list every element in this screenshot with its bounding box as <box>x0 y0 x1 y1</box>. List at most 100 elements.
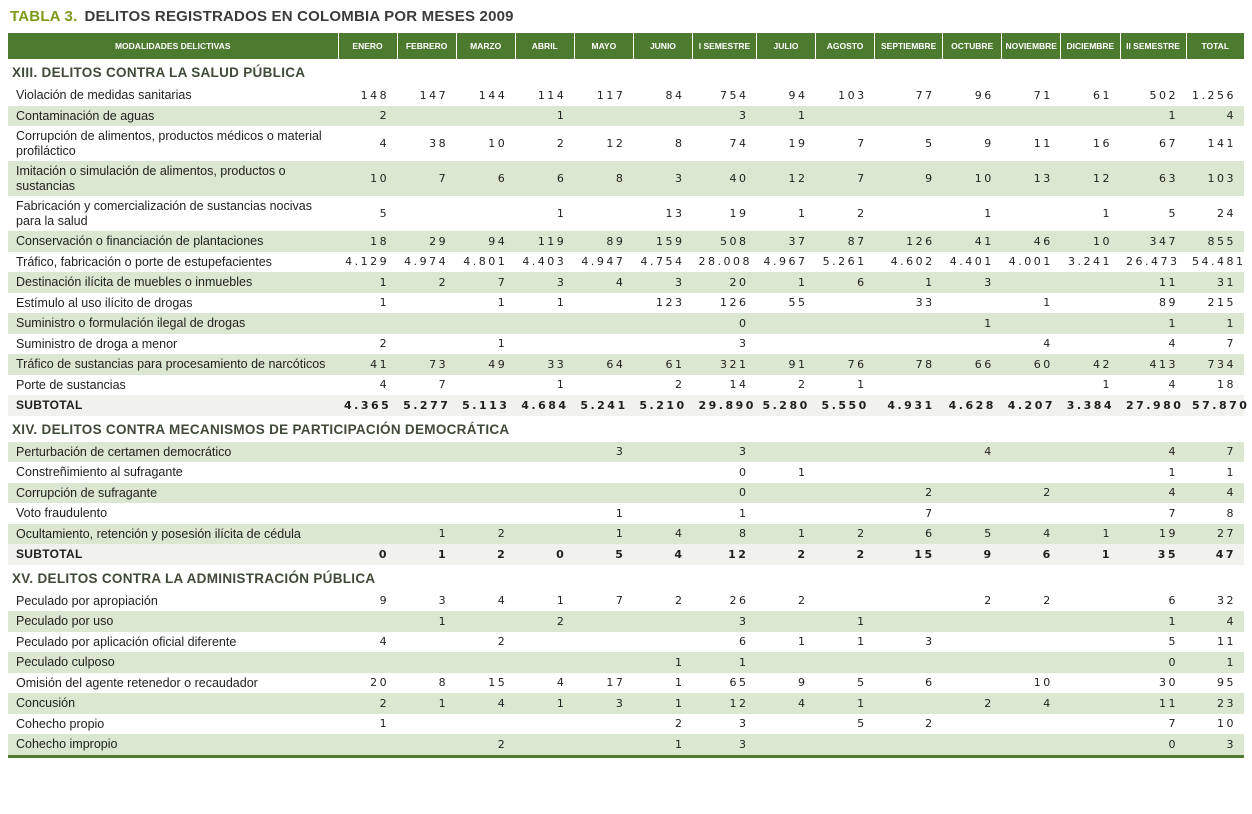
value-cell <box>942 652 1002 673</box>
value-cell: 1 <box>942 313 1002 334</box>
value-cell: 12 <box>1060 161 1120 196</box>
value-cell: 4.754 <box>640 255 685 269</box>
value-cell: 2 <box>756 544 816 565</box>
value-cell: 6 <box>738 635 749 649</box>
value-cell <box>633 441 693 462</box>
value-cell: 18 <box>338 231 398 252</box>
subtotal-row: SUBTOTAL 0 1 2 0 5 4 12 2 2 15 9 6 1 35 47 <box>8 544 1244 565</box>
value-cell: 5.277 <box>397 395 457 416</box>
value-cell: 1 <box>615 506 626 520</box>
value-cell <box>1002 196 1061 231</box>
value-cell: 148 <box>360 88 390 102</box>
value-cell: 7 <box>925 506 935 520</box>
value-cell <box>1061 503 1120 524</box>
value-cell: 63 <box>1120 161 1186 196</box>
value-cell: 71 <box>1033 88 1053 102</box>
value-cell <box>633 334 692 355</box>
column-header-11: OCTUBRE <box>942 33 1002 59</box>
table-head: MODALIDADES DELICTIVAS ENERO FEBRERO MARZO A… <box>8 33 1244 59</box>
table-row: Constreñimiento al sufragante 0 1 1 1 <box>8 462 1244 483</box>
value-cell: 1 <box>1060 544 1120 565</box>
value-cell: 2 <box>984 594 994 608</box>
row-label: Peculado por apropiación <box>16 593 158 608</box>
row-label: Destinación ilícita de muebles o inmuebl… <box>8 272 338 293</box>
value-cell: 4 <box>633 523 693 544</box>
value-cell: 12 <box>692 693 757 714</box>
value-cell: 5.280 <box>756 395 816 416</box>
value-cell: 1 <box>379 296 390 310</box>
value-cell: 7 <box>1168 506 1178 520</box>
value-cell <box>397 196 456 231</box>
value-cell: 7 <box>456 272 516 293</box>
value-cell <box>574 611 634 632</box>
table-row: Suministro o formulación ilegal de droga… <box>8 313 1244 334</box>
value-cell: 4 <box>379 137 390 150</box>
value-cell: 3 <box>438 594 449 608</box>
value-cell: 10 <box>1060 231 1120 252</box>
value-cell: 1 <box>397 523 457 544</box>
value-cell <box>816 591 875 612</box>
value-cell: 1 <box>633 734 693 756</box>
value-cell <box>338 652 398 673</box>
value-cell: 7 <box>857 137 867 150</box>
value-cell: 4.931 <box>874 395 943 416</box>
value-cell <box>574 462 633 483</box>
value-cell: 4.628 <box>942 395 1002 416</box>
row-label: Peculado por aplicación oficial diferent… <box>16 634 237 649</box>
value-cell <box>943 714 1002 735</box>
value-cell: 1 <box>397 693 457 714</box>
table-row: Omisión del agente retenedor o recaudado… <box>8 673 1244 694</box>
value-cell: 2 <box>674 378 685 392</box>
value-cell: 7 <box>438 378 449 392</box>
value-cell: 33 <box>515 354 575 375</box>
value-cell <box>456 714 515 735</box>
table-row: Suministro de droga a menor 2 1 3 4 4 7 <box>8 334 1244 355</box>
section-header-label: XV. DELITOS CONTRA LA ADMINISTRACIÓN PÚB… <box>8 564 1244 591</box>
value-cell: 14 <box>729 378 749 392</box>
value-cell: 1 <box>756 523 816 544</box>
value-cell: 2 <box>798 594 808 608</box>
value-cell: 4 <box>497 594 508 608</box>
value-cell <box>942 105 1002 126</box>
row-label: SUBTOTAL <box>8 544 338 565</box>
value-cell <box>456 462 515 483</box>
value-cell: 1 <box>1226 465 1236 479</box>
value-cell <box>1060 693 1120 714</box>
value-cell <box>874 652 943 673</box>
value-cell: 87 <box>815 231 875 252</box>
value-cell <box>1061 293 1120 314</box>
value-cell <box>943 673 1002 694</box>
value-cell: 1 <box>1120 313 1186 334</box>
column-header-10: SEPTIEMBRE <box>874 33 943 59</box>
value-cell: 35 <box>1120 544 1186 565</box>
value-cell: 1 <box>379 717 390 731</box>
value-cell: 11 <box>1120 693 1186 714</box>
row-label: Suministro o formulación ilegal de droga… <box>8 313 338 334</box>
value-cell <box>874 611 943 632</box>
table-row: Porte de sustancias 4 7 1 2 14 2 1 1 4 18 <box>8 375 1244 396</box>
value-cell: 1 <box>1120 611 1186 632</box>
value-cell: 41 <box>338 354 398 375</box>
value-cell: 7 <box>1186 441 1244 462</box>
value-cell: 6 <box>874 523 943 544</box>
value-cell: 754 <box>719 88 749 102</box>
table-body: XIII. DELITOS CONTRA LA SALUD PÚBLICA Vio… <box>8 59 1247 756</box>
value-cell: 1 <box>815 693 875 714</box>
value-cell: 17 <box>606 676 626 690</box>
table-row: Concusión 2 1 4 1 3 1 12 4 1 2 4 11 23 <box>8 693 1244 714</box>
value-cell: 8 <box>1226 506 1236 520</box>
value-cell: 11 <box>1033 137 1053 150</box>
value-cell: 26 <box>729 594 749 608</box>
value-cell <box>943 334 1002 355</box>
value-cell: 5 <box>925 137 935 150</box>
value-cell <box>574 196 633 231</box>
value-cell: 27.980 <box>1120 395 1186 416</box>
value-cell <box>1001 734 1061 756</box>
value-cell: 26.473 <box>1126 255 1180 269</box>
value-cell <box>815 734 875 756</box>
value-cell <box>1002 632 1061 653</box>
table-row: Corrupción de sufragante 0 2 2 4 4 <box>8 482 1244 503</box>
value-cell: 9 <box>984 137 994 150</box>
value-cell: 1 <box>1060 523 1120 544</box>
